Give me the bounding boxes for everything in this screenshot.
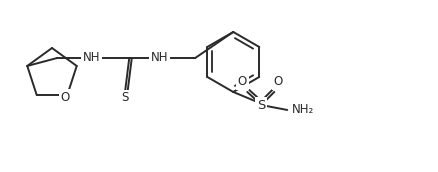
- Text: O: O: [60, 90, 70, 104]
- Text: O: O: [238, 76, 247, 88]
- Text: S: S: [257, 99, 265, 112]
- Text: NH: NH: [151, 51, 168, 64]
- Text: NH: NH: [82, 51, 100, 64]
- Text: S: S: [122, 92, 129, 104]
- Text: NH₂: NH₂: [292, 104, 314, 116]
- Text: O: O: [274, 76, 283, 88]
